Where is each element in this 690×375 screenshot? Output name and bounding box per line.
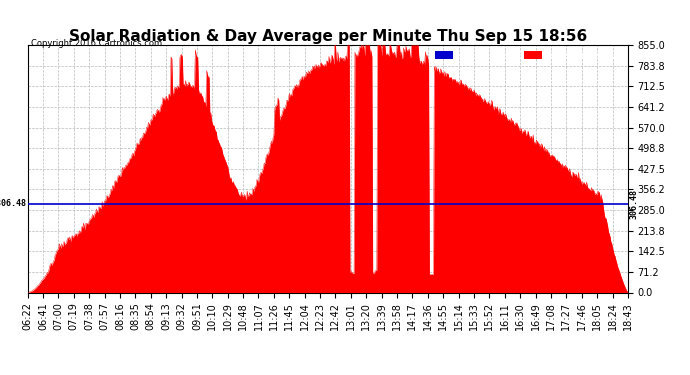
Text: +306.48: +306.48 bbox=[0, 199, 27, 208]
Text: Copyright 2016 Cartronics.com: Copyright 2016 Cartronics.com bbox=[31, 39, 162, 48]
Text: 306.48: 306.48 bbox=[629, 189, 638, 219]
Title: Solar Radiation & Day Average per Minute Thu Sep 15 18:56: Solar Radiation & Day Average per Minute… bbox=[68, 29, 587, 44]
Legend: Median (w/m2), Radiation (w/m2): Median (w/m2), Radiation (w/m2) bbox=[433, 50, 623, 62]
